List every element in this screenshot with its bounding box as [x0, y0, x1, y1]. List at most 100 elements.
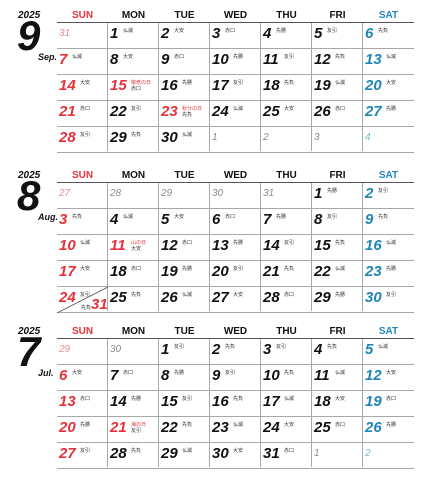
day-cell[interactable]: 1	[210, 127, 261, 151]
day-cell[interactable]: 15 友引	[159, 391, 210, 415]
day-cell[interactable]: 24 大安	[261, 417, 312, 441]
day-cell[interactable]: 8 友引	[312, 209, 363, 233]
day-cell[interactable]: 10 仏滅	[57, 235, 108, 259]
day-cell[interactable]: 2 友引	[363, 183, 414, 207]
day-cell[interactable]: 4 先勝	[261, 23, 312, 47]
day-cell[interactable]: 13 赤口	[57, 391, 108, 415]
day-cell[interactable]: 24 友引 31 先負	[57, 287, 108, 313]
day-cell[interactable]: 31	[57, 23, 108, 47]
day-cell[interactable]: 15 敬老の日 赤口	[108, 75, 159, 99]
day-cell[interactable]: 1	[312, 443, 363, 467]
day-cell[interactable]: 19 赤口	[363, 391, 414, 415]
day-cell[interactable]: 19 先勝	[159, 261, 210, 285]
day-cell[interactable]: 7 仏滅	[57, 49, 108, 73]
day-cell[interactable]: 27 友引	[57, 443, 108, 467]
day-cell[interactable]: 20 大安	[363, 75, 414, 99]
day-cell[interactable]: 2 大安	[159, 23, 210, 47]
day-cell[interactable]: 30 大安	[210, 443, 261, 467]
day-cell[interactable]: 27 先勝	[363, 101, 414, 125]
day-cell[interactable]: 30	[108, 339, 159, 363]
day-cell[interactable]: 4 仏滅	[108, 209, 159, 233]
day-cell[interactable]: 30 友引	[363, 287, 414, 311]
day-cell[interactable]: 7 赤口	[108, 365, 159, 389]
day-cell[interactable]: 29	[159, 183, 210, 207]
day-cell[interactable]: 30 仏滅	[159, 127, 210, 151]
day-cell[interactable]: 11 仏滅	[312, 365, 363, 389]
day-cell[interactable]: 21 先負	[261, 261, 312, 285]
day-cell[interactable]: 29 先勝	[312, 287, 363, 311]
day-cell[interactable]: 4	[363, 127, 414, 151]
day-cell[interactable]: 11 山の日 大安	[108, 235, 159, 259]
day-cell[interactable]: 1 仏滅	[108, 23, 159, 47]
day-cell[interactable]: 29 先負	[108, 127, 159, 151]
day-cell[interactable]: 26 先勝	[363, 417, 414, 441]
day-cell[interactable]: 28 赤口	[261, 287, 312, 311]
day-cell[interactable]: 21 海の日 友引	[108, 417, 159, 441]
day-cell[interactable]: 19 仏滅	[312, 75, 363, 99]
day-cell[interactable]: 23 仏滅	[210, 417, 261, 441]
day-cell[interactable]: 22 友引	[108, 101, 159, 125]
day-cell[interactable]: 24 仏滅	[210, 101, 261, 125]
day-cell[interactable]: 23 先勝	[363, 261, 414, 285]
day-cell[interactable]: 17 大安	[57, 261, 108, 285]
day-cell[interactable]: 6 大安	[57, 365, 108, 389]
day-cell[interactable]: 7 先勝	[261, 209, 312, 233]
day-cell[interactable]: 26 仏滅	[159, 287, 210, 311]
day-cell[interactable]: 16 先負	[210, 391, 261, 415]
day-cell[interactable]: 18 赤口	[108, 261, 159, 285]
day-cell[interactable]: 14 友引	[261, 235, 312, 259]
day-cell[interactable]: 31	[261, 183, 312, 207]
day-cell[interactable]: 29	[57, 339, 108, 363]
day-cell[interactable]: 14 先勝	[108, 391, 159, 415]
day-cell[interactable]: 20 先勝	[57, 417, 108, 441]
day-cell[interactable]: 17 友引	[210, 75, 261, 99]
day-cell[interactable]: 9 赤口	[159, 49, 210, 73]
day-cell[interactable]: 18 先負	[261, 75, 312, 99]
day-cell[interactable]: 8 先勝	[159, 365, 210, 389]
day-cell[interactable]: 2 先負	[210, 339, 261, 363]
day-cell[interactable]: 4 先負	[312, 339, 363, 363]
day-cell[interactable]: 10 先勝	[210, 49, 261, 73]
day-cell[interactable]: 1 友引	[159, 339, 210, 363]
day-cell[interactable]: 8 大安	[108, 49, 159, 73]
day-cell[interactable]: 28 友引	[57, 127, 108, 151]
day-cell[interactable]: 9 先負	[363, 209, 414, 233]
day-cell[interactable]: 16 仏滅	[363, 235, 414, 259]
day-cell[interactable]: 28	[108, 183, 159, 207]
day-cell[interactable]: 3 赤口	[210, 23, 261, 47]
day-cell[interactable]: 3 友引	[261, 339, 312, 363]
day-cell[interactable]: 12 大安	[363, 365, 414, 389]
day-cell[interactable]: 6 赤口	[210, 209, 261, 233]
day-cell[interactable]: 5 友引	[312, 23, 363, 47]
day-cell[interactable]: 2	[363, 443, 414, 467]
day-cell[interactable]: 13 仏滅	[363, 49, 414, 73]
day-cell[interactable]: 14 大安	[57, 75, 108, 99]
day-cell[interactable]: 29 仏滅	[159, 443, 210, 467]
day-cell[interactable]: 25 先負	[108, 287, 159, 311]
day-cell[interactable]: 28 先負	[108, 443, 159, 467]
day-cell[interactable]: 26 赤口	[312, 101, 363, 125]
day-cell[interactable]: 18 大安	[312, 391, 363, 415]
day-cell[interactable]: 3	[312, 127, 363, 151]
day-cell[interactable]: 27 大安	[210, 287, 261, 311]
day-cell[interactable]: 30	[210, 183, 261, 207]
day-cell[interactable]: 11 友引	[261, 49, 312, 73]
day-cell[interactable]: 27	[57, 183, 108, 207]
day-cell[interactable]: 21 赤口	[57, 101, 108, 125]
day-cell[interactable]: 15 先負	[312, 235, 363, 259]
day-cell[interactable]: 12 先負	[312, 49, 363, 73]
day-cell[interactable]: 5 大安	[159, 209, 210, 233]
day-cell[interactable]: 10 先負	[261, 365, 312, 389]
day-cell[interactable]: 22 仏滅	[312, 261, 363, 285]
day-cell[interactable]: 20 友引	[210, 261, 261, 285]
day-cell[interactable]: 1 先勝	[312, 183, 363, 207]
day-cell[interactable]: 31 赤口	[261, 443, 312, 467]
day-cell[interactable]: 5 仏滅	[363, 339, 414, 363]
day-cell[interactable]: 16 先勝	[159, 75, 210, 99]
day-cell[interactable]: 9 友引	[210, 365, 261, 389]
day-cell[interactable]: 3 先負	[57, 209, 108, 233]
day-cell[interactable]: 25 赤口	[312, 417, 363, 441]
day-cell[interactable]: 25 大安	[261, 101, 312, 125]
day-cell[interactable]: 13 先勝	[210, 235, 261, 259]
day-cell[interactable]: 22 先負	[159, 417, 210, 441]
